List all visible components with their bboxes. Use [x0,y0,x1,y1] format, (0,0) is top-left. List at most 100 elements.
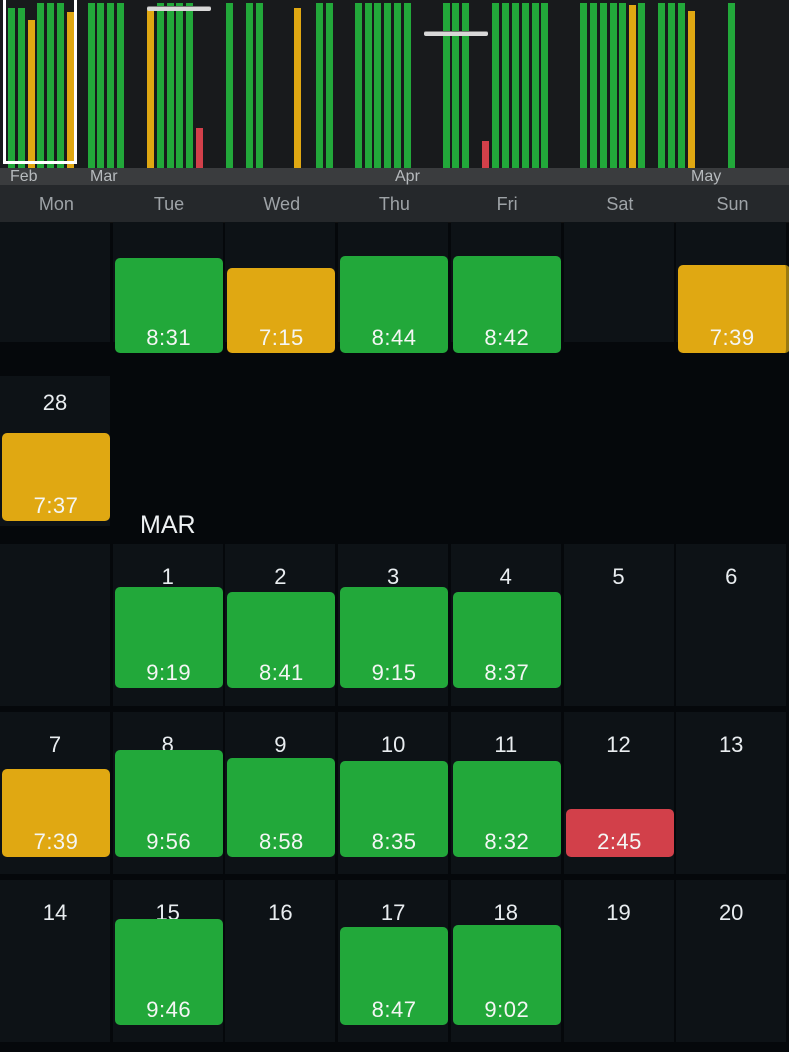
weekday-wed: Wed [263,194,301,214]
day-cell[interactable]: 20 [676,880,787,1042]
day-cell[interactable]: 13 [676,712,787,874]
sleep-duration-label: 8:41 [258,660,304,685]
sleep-duration-bar[interactable]: 7:39 [678,265,789,353]
sleep-duration-label: 9:02 [484,997,530,1022]
overview-bar [28,20,35,168]
day-cell[interactable]: 26 [563,222,674,342]
overview-bar [619,3,626,168]
overview-bar [522,3,529,168]
sleep-duration-bar[interactable]: 8:31 [114,258,223,353]
sleep-duration-bar[interactable]: 8:44 [340,256,449,353]
sleep-overview-chart[interactable] [0,0,789,168]
overview-bar [167,3,174,168]
day-number: 10 [380,732,406,757]
weekday-header: Mon Tue Wed Thu Fri Sat Sun [0,185,789,223]
sleep-duration-label: 7:37 [33,493,79,518]
day-cell[interactable] [0,544,110,706]
sleep-duration-bar[interactable]: 7:39 [2,769,110,857]
overview-bar [196,128,203,168]
weekday-sun: Sun [716,194,749,214]
overview-bar [600,3,607,168]
sleep-duration-label: 9:15 [371,660,417,685]
overview-bar [226,3,233,168]
month-strip: Feb Mar Apr May [0,168,789,185]
sleep-duration-bar[interactable]: 8:47 [340,927,449,1025]
overview-bar [482,141,489,168]
month-label-mar: Mar [90,168,118,185]
sleep-duration-bar[interactable]: 8:42 [452,256,561,353]
day-cell[interactable]: 6 [676,544,787,706]
day-cell[interactable]: 14 [0,880,110,1042]
weekday-mon: Mon [38,194,74,214]
overview-bar [57,3,64,168]
sleep-duration-bar[interactable]: 9:15 [340,587,449,688]
overview-bar [88,3,95,168]
overview-bar [365,3,372,168]
sleep-duration-bar[interactable]: 8:58 [227,758,336,857]
overview-bar [541,3,548,168]
overview-bar [8,8,15,168]
sleep-duration-label: 8:58 [258,829,304,854]
overview-bar [384,3,391,168]
day-number: 5 [612,564,625,589]
range-handle-left[interactable] [147,6,211,11]
overview-bar [658,3,665,168]
sleep-duration-bar[interactable]: 9:46 [114,919,223,1025]
sleep-duration-label: 9:56 [146,829,192,854]
overview-bar [668,3,675,168]
day-number: 1 [161,564,174,589]
sleep-duration-bar[interactable]: 9:56 [114,750,223,857]
day-cell[interactable]: 5 [563,544,674,706]
sleep-duration-label: 7:15 [258,325,304,350]
overview-bar [443,3,450,168]
sleep-duration-label: 8:32 [484,829,530,854]
overview-bar [610,3,617,168]
sleep-duration-label: 8:47 [371,997,417,1022]
day-number: 12 [606,732,631,757]
sleep-duration-bar[interactable]: 7:37 [2,433,110,521]
overview-bar [502,3,509,168]
overview-bar [47,3,54,168]
day-cell[interactable]: 19 [563,880,674,1042]
overview-bar [394,3,401,168]
day-number: 9 [274,732,287,757]
calendar-grid[interactable]: 21228:31237:15248:44258:4226277:39287:37… [0,222,789,1052]
overview-bar [37,3,44,168]
day-cell[interactable]: 16 [225,880,336,1042]
selection-window[interactable] [3,0,77,164]
range-handle-right[interactable] [424,31,488,36]
sleep-duration-label: 7:39 [33,829,79,854]
day-number: 7 [48,732,62,757]
overview-bar [688,11,695,168]
weekday-tue: Tue [153,194,185,214]
sleep-duration-bar[interactable]: 2:45 [565,809,674,857]
sleep-duration-bar[interactable]: 8:32 [452,761,561,857]
sleep-duration-bar[interactable]: 8:37 [452,592,561,688]
sleep-duration-label: 8:42 [484,325,530,350]
sleep-duration-label: 8:35 [371,829,417,854]
overview-bar [532,3,539,168]
overview-bar [176,3,183,168]
day-number: 14 [42,900,68,925]
weekday-sat: Sat [606,194,634,214]
sleep-duration-label: 2:45 [597,829,642,854]
weekday-thu: Thu [378,194,410,214]
sleep-duration-bar[interactable]: 7:15 [227,268,336,353]
overview-bar [590,3,597,168]
overview-bar [492,3,499,168]
month-label-apr: Apr [395,168,420,185]
sleep-duration-label: 9:46 [146,997,192,1022]
overview-bar [326,3,333,168]
overview-bar [117,3,124,168]
day-cell[interactable]: 21 [0,222,110,342]
sleep-duration-bar[interactable]: 9:02 [452,925,561,1025]
overview-bar [294,8,301,168]
sleep-duration-label: 8:31 [146,325,192,350]
overview-bar [580,3,587,168]
sleep-duration-bar[interactable]: 9:19 [114,587,223,688]
sleep-duration-bar[interactable]: 8:35 [340,761,449,857]
overview-bar [678,3,685,168]
sleep-duration-bar[interactable]: 8:41 [227,592,336,688]
day-number: 13 [718,732,744,757]
overview-bar [404,3,411,168]
